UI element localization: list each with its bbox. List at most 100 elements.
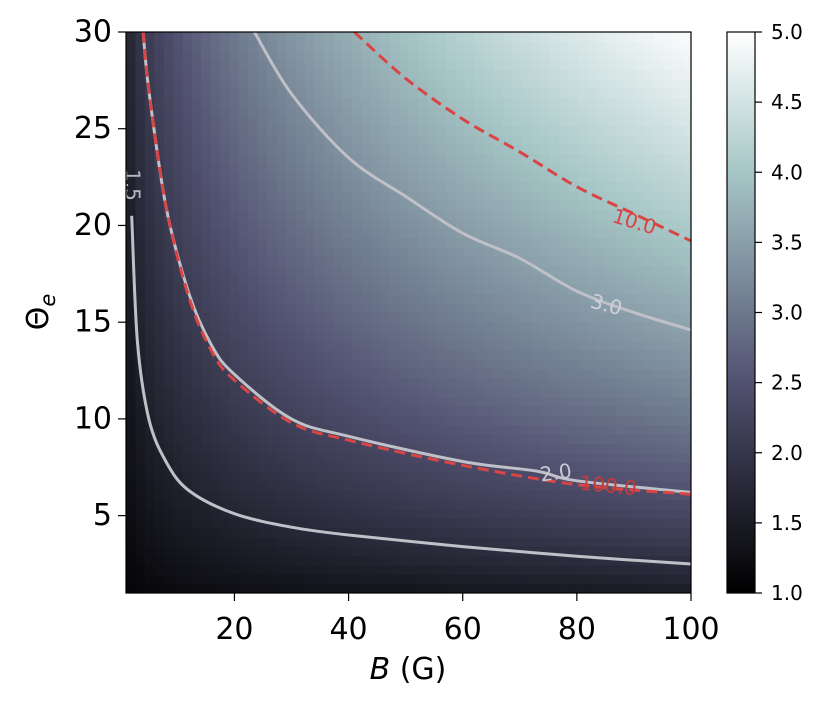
heatmap-cell xyxy=(446,406,457,416)
heatmap-cell xyxy=(455,265,466,276)
heatmap-cell xyxy=(549,69,560,80)
heatmap-cell xyxy=(672,480,683,491)
heatmap-cell xyxy=(549,518,560,529)
heatmap-cell xyxy=(643,153,654,164)
heatmap-cell xyxy=(474,181,485,192)
heatmap-cell xyxy=(643,125,654,136)
heatmap-cell xyxy=(304,153,315,164)
heatmap-cell xyxy=(286,247,297,257)
heatmap-cell xyxy=(408,546,419,557)
heatmap-cell xyxy=(512,247,523,257)
heatmap-cell xyxy=(380,172,391,183)
heatmap-cell xyxy=(408,106,419,117)
heatmap-cell xyxy=(653,527,664,538)
heatmap-cell xyxy=(408,88,419,99)
heatmap-cell xyxy=(126,415,137,426)
heatmap-cell xyxy=(483,247,494,257)
heatmap-cell xyxy=(239,331,250,342)
heatmap-cell xyxy=(643,536,654,547)
heatmap-cell xyxy=(248,564,259,575)
heatmap-cell xyxy=(662,153,673,164)
heatmap-cell xyxy=(596,237,607,248)
heatmap-cell xyxy=(248,536,259,547)
heatmap-cell xyxy=(370,406,381,416)
heatmap-cell xyxy=(559,480,570,491)
heatmap-cell xyxy=(615,508,626,519)
heatmap-cell xyxy=(352,462,363,473)
heatmap-cell xyxy=(625,228,636,239)
heatmap-cell xyxy=(144,303,155,314)
heatmap-cell xyxy=(239,359,250,370)
heatmap-cell xyxy=(483,153,494,164)
heatmap-cell xyxy=(352,50,363,61)
heatmap-cell xyxy=(267,480,278,491)
heatmap-cell xyxy=(342,41,353,52)
heatmap-cell xyxy=(530,106,541,117)
heatmap-cell xyxy=(559,247,570,257)
heatmap-cell xyxy=(163,134,174,145)
heatmap-cell xyxy=(446,247,457,257)
heatmap-cell xyxy=(559,209,570,220)
heatmap-cell xyxy=(173,555,184,566)
heatmap-cell xyxy=(662,415,673,426)
heatmap-cell xyxy=(408,237,419,248)
heatmap-cell xyxy=(314,237,325,248)
heatmap-cell xyxy=(135,228,146,239)
heatmap-cell xyxy=(210,303,221,314)
heatmap-cell xyxy=(220,583,231,593)
heatmap-cell xyxy=(154,499,165,510)
heatmap-cell xyxy=(389,50,400,61)
heatmap-cell xyxy=(173,144,184,155)
heatmap-cell xyxy=(210,462,221,473)
heatmap-cell xyxy=(210,209,221,220)
heatmap-cell xyxy=(135,265,146,276)
heatmap-cell xyxy=(455,162,466,173)
heatmap-cell xyxy=(474,275,485,286)
heatmap-cell xyxy=(173,50,184,61)
heatmap-cell xyxy=(474,41,485,52)
heatmap-cell xyxy=(352,387,363,398)
heatmap-cell xyxy=(257,190,268,201)
heatmap-cell xyxy=(417,247,428,257)
heatmap-cell xyxy=(286,284,297,295)
heatmap-cell xyxy=(257,134,268,145)
heatmap-cell xyxy=(672,377,683,388)
heatmap-cell xyxy=(578,69,589,80)
heatmap-cell xyxy=(549,452,560,463)
heatmap-cell xyxy=(549,490,560,501)
heatmap-cell xyxy=(389,237,400,248)
heatmap-cell xyxy=(370,508,381,519)
heatmap-cell xyxy=(286,256,297,267)
heatmap-cell xyxy=(229,396,240,407)
heatmap-cell xyxy=(596,340,607,351)
heatmap-cell xyxy=(220,247,231,257)
heatmap-cell xyxy=(286,41,297,52)
heatmap-cell xyxy=(286,462,297,473)
heatmap-cell xyxy=(578,331,589,342)
heatmap-cell xyxy=(361,434,372,444)
heatmap-cell xyxy=(370,377,381,388)
heatmap-cell xyxy=(417,480,428,491)
heatmap-cell xyxy=(653,331,664,342)
heatmap-cell xyxy=(427,116,438,127)
heatmap-cell xyxy=(286,471,297,482)
heatmap-cell xyxy=(643,275,654,286)
heatmap-cell xyxy=(239,293,250,304)
heatmap-cell xyxy=(662,406,673,416)
heatmap-cell xyxy=(248,518,259,529)
heatmap-cell xyxy=(417,508,428,519)
heatmap-cell xyxy=(493,471,504,482)
heatmap-cell xyxy=(587,480,598,491)
contour-line-10.0 xyxy=(353,32,691,243)
heatmap-cell xyxy=(182,406,193,416)
heatmap-cell xyxy=(352,377,363,388)
heatmap-cell xyxy=(314,60,325,70)
heatmap-cell xyxy=(625,424,636,435)
heatmap-cell xyxy=(662,527,673,538)
heatmap-cell xyxy=(549,443,560,454)
heatmap-cell xyxy=(370,443,381,454)
heatmap-cell xyxy=(596,331,607,342)
heatmap-cell xyxy=(257,106,268,117)
heatmap-cell xyxy=(182,32,193,42)
heatmap-cell xyxy=(361,190,372,201)
